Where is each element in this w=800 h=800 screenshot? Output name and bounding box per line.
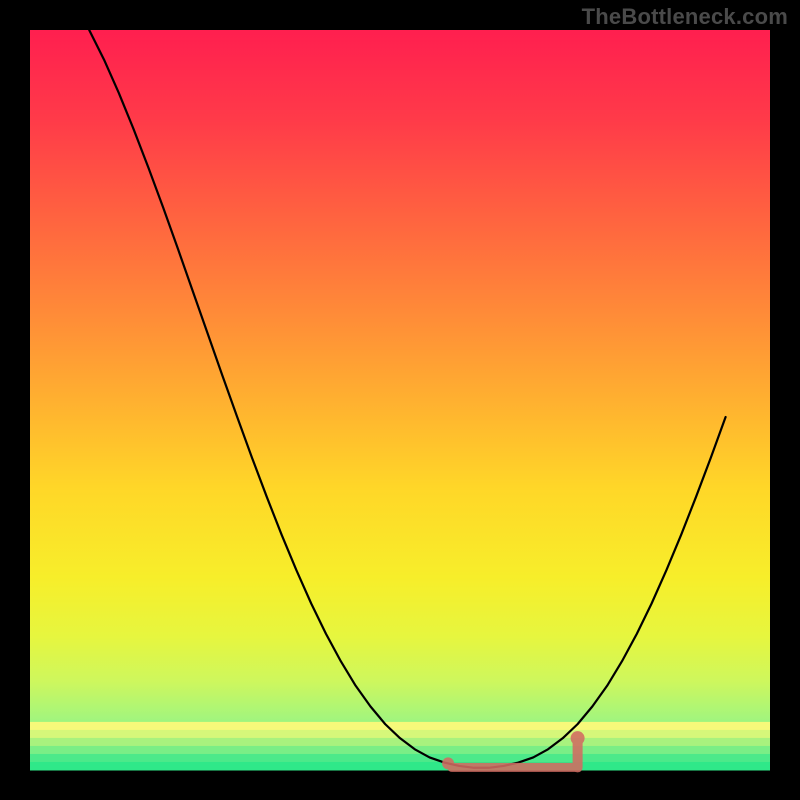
- bottom-band-stripe: [30, 746, 770, 755]
- chart-container: TheBottleneck.com: [0, 0, 800, 800]
- watermark-text: TheBottleneck.com: [582, 4, 788, 30]
- bottom-band-stripe: [30, 762, 770, 771]
- bottleneck-chart: [0, 0, 800, 800]
- bottom-band-stripe: [30, 722, 770, 731]
- plot-background: [30, 30, 770, 770]
- indicator-end-dot: [571, 731, 585, 745]
- bottom-band-stripe: [30, 754, 770, 763]
